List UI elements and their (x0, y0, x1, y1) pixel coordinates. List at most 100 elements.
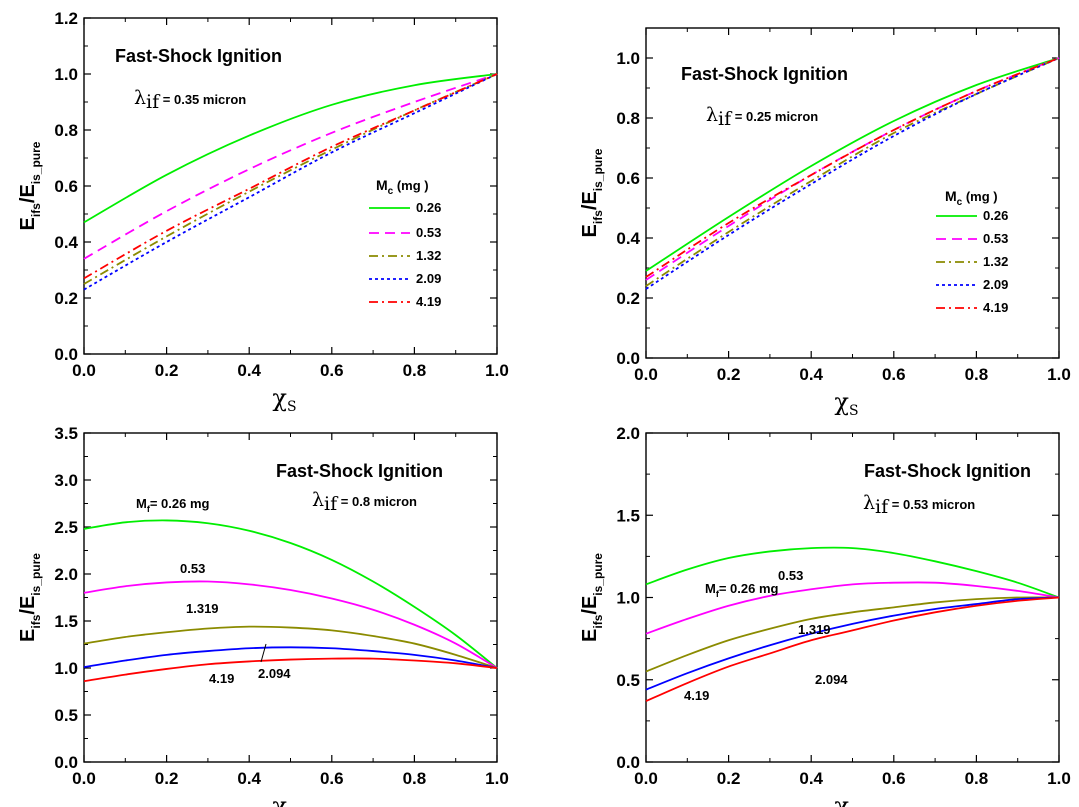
label-part: is_pure (29, 141, 43, 184)
legend-title: Mc (mg ) (376, 177, 429, 197)
series-line-1.319 (83, 625, 498, 669)
legend-title: Mc (mg ) (945, 188, 998, 208)
x-axis-label: χS (272, 384, 296, 415)
legend-label: 4.19 (983, 300, 1008, 315)
label-part: if (875, 496, 890, 518)
label-part: (mg ) (962, 189, 997, 204)
label-part: λ (134, 87, 146, 109)
y-tick-label: 0.5 (54, 706, 78, 725)
label-part: = 0.25 micron (731, 109, 818, 124)
legend-label: 0.53 (983, 231, 1008, 246)
series-line-0.26 (645, 546, 1060, 599)
y-tick-label: 0.2 (54, 289, 78, 308)
x-tick-label: 0.0 (72, 361, 96, 380)
x-tick-label: 1.0 (1047, 769, 1071, 788)
series-line-0.53 (645, 57, 1060, 281)
x-tick-label: 0.4 (799, 769, 823, 788)
series-annotation: 1.319 (186, 601, 219, 616)
x-tick-label: 0.2 (717, 365, 741, 384)
y-tick-label: 1.2 (54, 9, 78, 28)
series-annotation: 4.19 (209, 671, 234, 686)
label-part: if (146, 91, 161, 113)
y-tick-label: 1.0 (54, 659, 78, 678)
label-part: λ (863, 492, 875, 514)
series-line-1.319 (645, 596, 1060, 673)
label-part: /E (579, 596, 601, 615)
label-part: ifs (29, 203, 43, 217)
x-tick-label: 0.6 (882, 769, 906, 788)
label-part: M (376, 177, 388, 193)
y-tick-label: 0.0 (54, 753, 78, 772)
x-tick-label: 0.0 (634, 769, 658, 788)
label-part: λ (312, 489, 324, 511)
series-line-0.26 (645, 57, 1060, 272)
label-part: S (287, 399, 297, 415)
x-axis-label: χS (834, 792, 858, 807)
label-part: = 0.26 mg (719, 581, 779, 596)
label-part: M (705, 581, 716, 596)
y-tick-label: 0.8 (54, 121, 78, 140)
series-annotation: 2.094 (258, 666, 291, 681)
x-tick-label: 0.4 (237, 361, 261, 380)
y-tick-label: 0.6 (54, 177, 78, 196)
label-part: is_pure (591, 553, 605, 596)
plot-frame (83, 432, 498, 763)
label-part: E (17, 629, 39, 642)
series-line-0.26 (83, 73, 498, 224)
label-part: c (388, 186, 394, 197)
y-tick-label: 0.4 (616, 229, 640, 248)
y-tick-label: 0.8 (616, 109, 640, 128)
label-part: ifs (29, 614, 43, 628)
y-tick-label: 0.0 (54, 345, 78, 364)
x-tick-label: 0.6 (320, 769, 344, 788)
legend-label: 1.32 (416, 248, 441, 263)
series-annotation: 0.53 (180, 561, 205, 576)
label-part: (mg ) (393, 178, 428, 193)
lambda-annotation: λif = 0.25 micron (706, 104, 818, 130)
x-tick-label: 0.2 (717, 769, 741, 788)
y-tick-label: 1.0 (616, 49, 640, 68)
x-tick-label: 0.8 (403, 769, 427, 788)
y-tick-label: 0.2 (616, 289, 640, 308)
legend-label: 0.26 (416, 200, 441, 215)
label-part: = 0.26 mg (150, 496, 210, 511)
label-part: if (718, 108, 733, 130)
series-line-4.19 (83, 657, 498, 683)
label-part: E (579, 629, 601, 642)
y-tick-label: 2.5 (54, 518, 78, 537)
series-line-1.32 (645, 57, 1060, 287)
series-annotation: 2.094 (815, 672, 848, 687)
label-part: λ (706, 104, 718, 126)
y-axis-label: Eifs/Eis_pure (17, 141, 43, 230)
chart-panel-4: 0.0 0.2 0.4 0.6 0.8 1.0 0.0 0.5 1.0 1.5 2.0 χS Eifs/… (579, 424, 1071, 807)
label-part: is_pure (591, 148, 605, 191)
label-part: χ (834, 388, 849, 416)
label-part: f (147, 504, 151, 514)
y-tick-label: 1.5 (54, 612, 78, 631)
series-line-0.53 (83, 73, 498, 260)
chart-title: Fast-Shock Ignition (115, 46, 282, 66)
annotation-leader (260, 643, 267, 663)
series-line-2.094 (645, 596, 1060, 691)
y-tick-label: 2.0 (54, 565, 78, 584)
mass-label: Mf= 0.26 mg (136, 496, 210, 514)
x-tick-label: 0.4 (799, 365, 823, 384)
x-tick-label: 0.0 (72, 769, 96, 788)
y-axis-label: Eifs/Eis_pure (579, 148, 605, 237)
x-tick-label: 0.6 (882, 365, 906, 384)
label-part: ifs (591, 210, 605, 224)
label-part: ifs (591, 614, 605, 628)
x-tick-label: 0.8 (403, 361, 427, 380)
label-part: if (324, 493, 339, 515)
y-tick-label: 0.5 (616, 671, 640, 690)
label-part: χ (272, 792, 287, 807)
legend-label: 1.32 (983, 254, 1008, 269)
x-tick-label: 1.0 (1047, 365, 1071, 384)
label-part: /E (579, 191, 601, 210)
series-line-0.53 (645, 581, 1060, 635)
legend-label: 4.19 (416, 294, 441, 309)
x-axis-label: χS (272, 792, 296, 807)
x-tick-label: 0.8 (965, 365, 989, 384)
chart-panel-1: 0.0 0.2 0.4 0.6 0.8 1.0 0.0 0.2 0.4 0.6 0.8 1.0 1.2 χ… (17, 9, 509, 415)
label-part: /E (17, 184, 39, 203)
